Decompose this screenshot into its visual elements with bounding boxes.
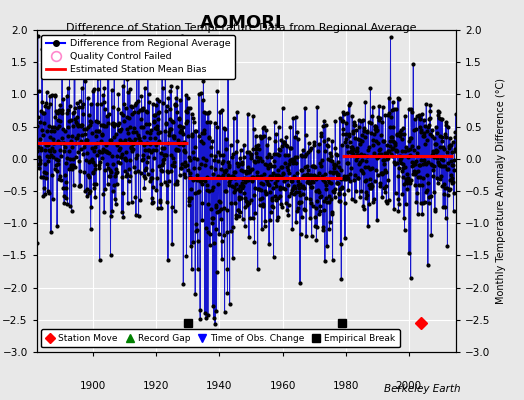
Text: Berkeley Earth: Berkeley Earth [385,384,461,394]
Text: AOMORI: AOMORI [200,14,282,32]
Text: Difference of Station Temperature Data from Regional Average: Difference of Station Temperature Data f… [66,23,416,33]
Y-axis label: Monthly Temperature Anomaly Difference (°C): Monthly Temperature Anomaly Difference (… [496,78,506,304]
Legend: Station Move, Record Gap, Time of Obs. Change, Empirical Break: Station Move, Record Gap, Time of Obs. C… [41,330,400,348]
